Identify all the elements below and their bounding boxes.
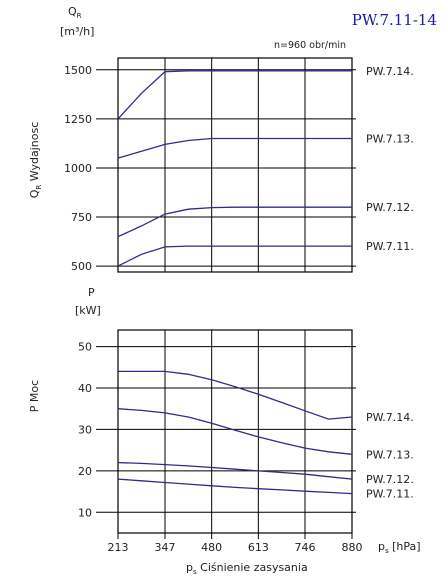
y-tick-label: 50	[78, 341, 92, 354]
series-label: PW.7.11.	[366, 240, 414, 253]
x-tick-label: 613	[248, 541, 269, 554]
series-label: PW.7.14.	[366, 411, 414, 424]
y-tick-label: 1500	[64, 64, 92, 77]
x-tick-label: 347	[155, 541, 176, 554]
series-line	[117, 245, 352, 267]
series-label: PW.7.14.	[366, 65, 414, 78]
y-tick-label: 20	[78, 465, 92, 478]
plot-frame	[117, 329, 353, 534]
x-axis-unit: ps [hPa]	[378, 540, 421, 555]
series-label: PW.7.12.	[366, 201, 414, 214]
series-label: PW.7.11.	[366, 488, 414, 501]
flow-rate-panel: 500 750 1000 1250 1500 PW.7.14. PW.7.13. PW.7.1…	[64, 57, 414, 273]
bottom-unit: [kW]	[75, 304, 101, 317]
y-tick-label: 30	[78, 423, 92, 436]
series-line	[117, 478, 353, 495]
series-line	[117, 137, 352, 159]
y-tick-label: 500	[71, 260, 92, 273]
y-tick-label: 750	[71, 211, 92, 224]
speed-note: n=960 obr/min	[274, 40, 346, 51]
y-tick-label: 1250	[64, 113, 92, 126]
series-line	[117, 206, 352, 238]
x-tick-label: 880	[342, 541, 363, 554]
series-line	[117, 461, 353, 480]
plot-frame	[117, 57, 353, 273]
series-line	[118, 370, 353, 420]
bottom-axis-title: P Moc	[28, 380, 41, 412]
x-tick-label: 213	[108, 541, 129, 554]
pressure-axis: 213 347 480 613 746 880	[108, 533, 363, 554]
bottom-unit-symbol: P	[88, 286, 95, 299]
top-unit: [m³/h]	[60, 25, 94, 38]
x-tick-label: 480	[201, 541, 222, 554]
series-label: PW.7.12.	[366, 473, 414, 486]
series-line	[117, 408, 353, 455]
series-label: PW.7.13.	[366, 448, 414, 461]
chart-title: PW.7.11-14	[352, 11, 437, 29]
top-unit-symbol: QR	[68, 5, 82, 20]
x-tick-label: 746	[294, 541, 315, 554]
top-axis-title: QR Wydajnosc	[28, 122, 43, 199]
power-panel: 10 20 30 40 50 PW.7.14. PW.7.13. PW.7.12. PW.7.1…	[78, 329, 414, 534]
y-tick-label: 1000	[64, 162, 92, 175]
y-tick-label: 40	[78, 382, 92, 395]
y-tick-label: 10	[78, 506, 92, 519]
series-line	[117, 70, 352, 120]
x-axis-label: ps Ciśnienie zasysania	[186, 561, 308, 576]
series-label: PW.7.13.	[366, 132, 414, 145]
